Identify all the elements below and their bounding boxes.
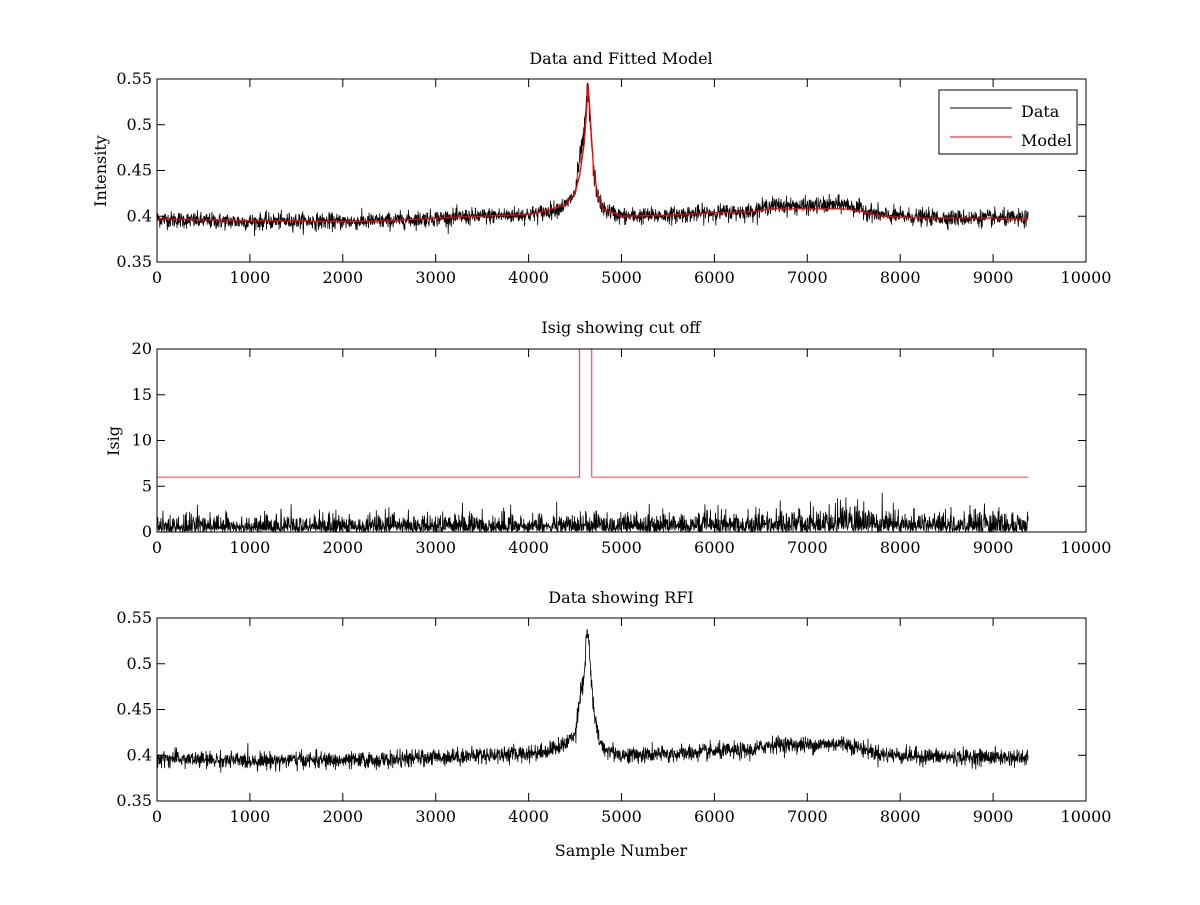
x-tick-label: 3000 bbox=[415, 807, 456, 826]
legend-box bbox=[938, 89, 1078, 155]
x-tick-label: 10000 bbox=[1061, 807, 1112, 826]
x-tick-label: 5000 bbox=[601, 538, 642, 557]
x-tick-label: 3000 bbox=[415, 268, 456, 287]
series-line-data bbox=[156, 629, 1029, 773]
y-tick-label: 0.45 bbox=[116, 700, 152, 719]
x-tick-label: 6000 bbox=[694, 538, 735, 557]
series-line-model bbox=[156, 83, 1029, 223]
y-tick-label: 0.4 bbox=[127, 745, 152, 764]
x-tick-label: 6000 bbox=[694, 807, 735, 826]
x-axis-label: Sample Number bbox=[555, 841, 688, 860]
y-axis-label: Isig bbox=[104, 426, 123, 456]
axes-layer: 0 1000 2000 3000 4000 5000 6000 7000 8000 9000 100… bbox=[116, 69, 1111, 287]
axes-layer: 0 1000 2000 3000 4000 5000 6000 7000 8000 9000 100… bbox=[116, 608, 1111, 826]
y-tick-label: 0.55 bbox=[116, 69, 152, 88]
panel-title: Data and Fitted Model bbox=[529, 49, 712, 68]
plot-layer bbox=[156, 82, 1029, 237]
x-tick-label: 7000 bbox=[787, 268, 828, 287]
x-tick-label: 4000 bbox=[508, 268, 549, 287]
x-tick-label: 1000 bbox=[230, 268, 271, 287]
x-tick-label: 10000 bbox=[1061, 538, 1112, 557]
x-tick-label: 2000 bbox=[322, 538, 363, 557]
y-tick-label: 0 bbox=[142, 522, 152, 541]
y-axis-label: Intensity bbox=[91, 135, 110, 207]
y-tick-label: 0.55 bbox=[116, 608, 152, 627]
x-tick-label: 4000 bbox=[508, 807, 549, 826]
x-tick-label: 7000 bbox=[787, 807, 828, 826]
y-tick-label: 0.35 bbox=[116, 252, 152, 271]
x-tick-label: 8000 bbox=[880, 268, 921, 287]
y-tick-label: 0.45 bbox=[116, 161, 152, 180]
y-tick-label: 15 bbox=[132, 385, 152, 404]
x-tick-label: 7000 bbox=[787, 538, 828, 557]
x-tick-label: 8000 bbox=[880, 538, 921, 557]
y-tick-label: 5 bbox=[142, 476, 152, 495]
x-tick-label: 6000 bbox=[694, 268, 735, 287]
x-tick-label: 9000 bbox=[973, 268, 1014, 287]
y-tick-label: 0.5 bbox=[127, 115, 152, 134]
panel-isig: Isig showing cut off Isig 0 1000 2000 3000 4… bbox=[104, 318, 1111, 557]
y-tick-label: 20 bbox=[132, 339, 152, 358]
x-tick-label: 1000 bbox=[230, 807, 271, 826]
legend-model-label: Model bbox=[1021, 131, 1072, 150]
y-tick-label: 10 bbox=[132, 431, 152, 450]
y-tick-label: 0.5 bbox=[127, 654, 152, 673]
panel-title: Isig showing cut off bbox=[541, 318, 702, 337]
panel-data-and-model: Data and Fitted Model Intensity 0 1000 200… bbox=[91, 49, 1111, 287]
x-tick-label: 10000 bbox=[1061, 268, 1112, 287]
series-line-isig bbox=[156, 492, 1029, 534]
x-tick-label: 5000 bbox=[601, 268, 642, 287]
y-tick-label: 0.4 bbox=[127, 206, 152, 225]
x-tick-label: 9000 bbox=[973, 538, 1014, 557]
x-tick-label: 2000 bbox=[322, 807, 363, 826]
axes-layer: 0 1000 2000 3000 4000 5000 6000 7000 8000 9000 100… bbox=[132, 339, 1112, 557]
y-tick-label: 0.35 bbox=[116, 791, 152, 810]
panel-data-rfi: Data showing RFI 0 1000 2000 3000 4000 5000 60… bbox=[116, 588, 1111, 860]
x-tick-label: 1000 bbox=[230, 538, 271, 557]
x-tick-label: 9000 bbox=[973, 807, 1014, 826]
x-tick-label: 2000 bbox=[322, 268, 363, 287]
x-tick-label: 8000 bbox=[880, 807, 921, 826]
x-tick-label: 0 bbox=[152, 807, 162, 826]
panel-title: Data showing RFI bbox=[548, 588, 693, 607]
x-tick-label: 4000 bbox=[508, 538, 549, 557]
x-tick-label: 0 bbox=[152, 268, 162, 287]
plot-layer bbox=[156, 629, 1029, 773]
legend: Data Model bbox=[938, 89, 1078, 155]
legend-data-label: Data bbox=[1021, 102, 1060, 121]
x-tick-label: 0 bbox=[152, 538, 162, 557]
x-tick-label: 3000 bbox=[415, 538, 456, 557]
x-tick-label: 5000 bbox=[601, 807, 642, 826]
